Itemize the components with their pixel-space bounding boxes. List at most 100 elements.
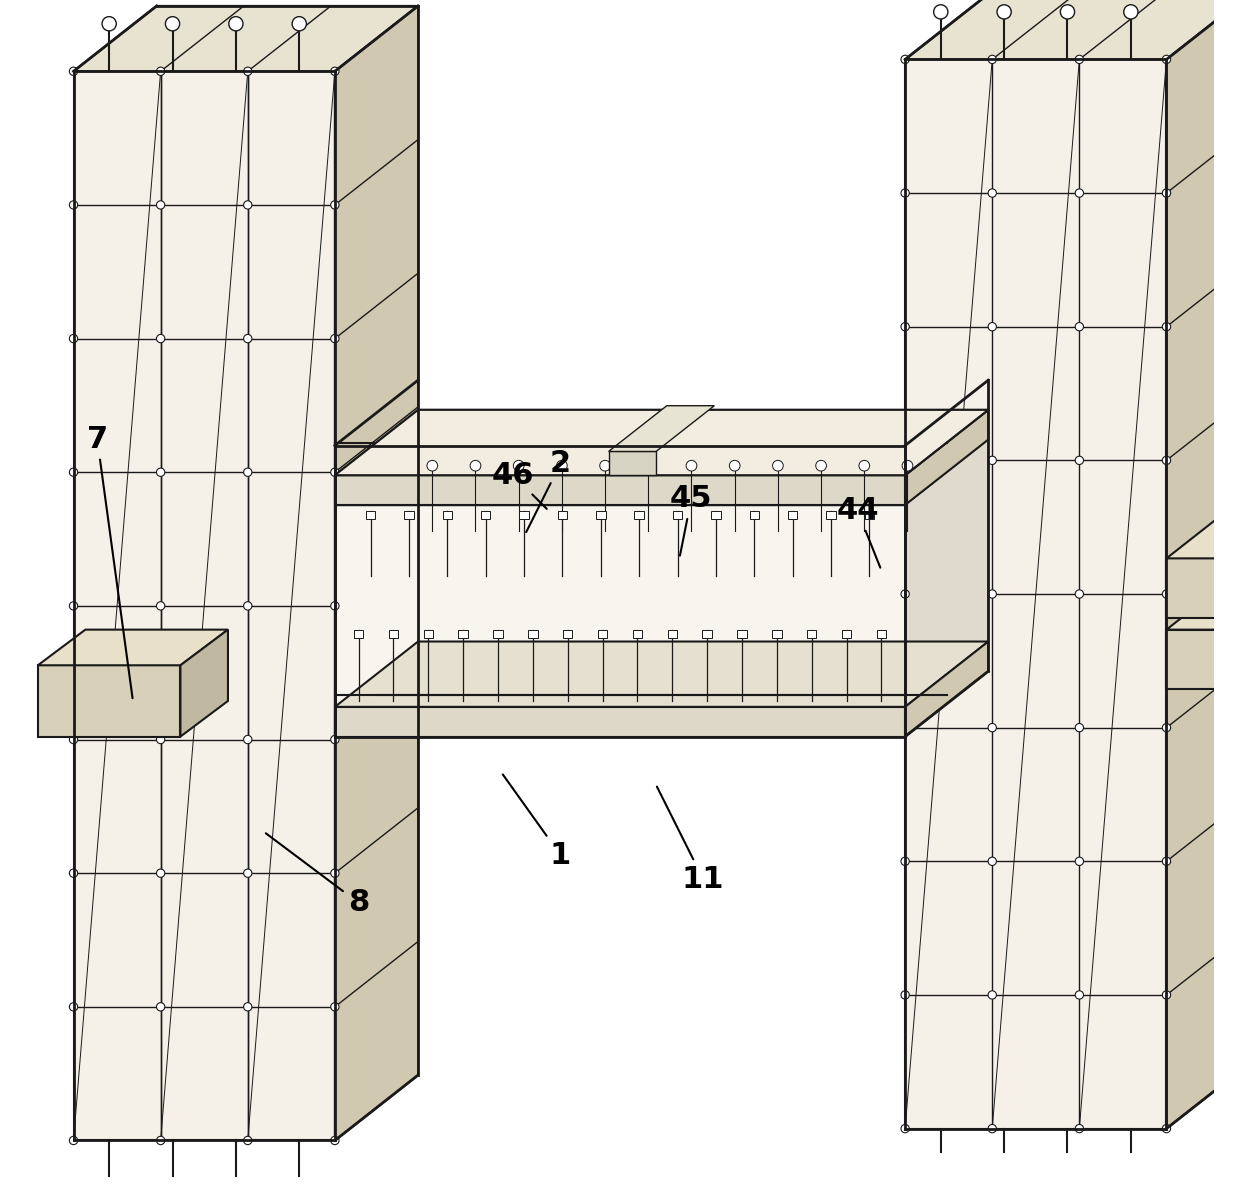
Circle shape bbox=[1162, 858, 1171, 865]
Polygon shape bbox=[366, 511, 376, 519]
Polygon shape bbox=[335, 505, 905, 707]
Polygon shape bbox=[38, 630, 228, 665]
Circle shape bbox=[1075, 858, 1084, 865]
Circle shape bbox=[686, 461, 697, 472]
Circle shape bbox=[1075, 322, 1084, 330]
Circle shape bbox=[988, 858, 997, 865]
Circle shape bbox=[997, 5, 1012, 19]
Polygon shape bbox=[673, 511, 682, 519]
Polygon shape bbox=[335, 6, 418, 1140]
Circle shape bbox=[243, 870, 252, 877]
Polygon shape bbox=[598, 630, 608, 638]
Polygon shape bbox=[443, 511, 453, 519]
Polygon shape bbox=[842, 630, 852, 638]
Polygon shape bbox=[877, 630, 887, 638]
Polygon shape bbox=[905, 0, 1240, 59]
Circle shape bbox=[988, 590, 997, 599]
Polygon shape bbox=[558, 511, 567, 519]
Circle shape bbox=[69, 201, 78, 209]
Circle shape bbox=[1075, 590, 1084, 599]
Polygon shape bbox=[520, 511, 528, 519]
Circle shape bbox=[600, 461, 610, 472]
Text: 1: 1 bbox=[502, 775, 572, 870]
Polygon shape bbox=[635, 511, 644, 519]
Polygon shape bbox=[481, 511, 490, 519]
Polygon shape bbox=[738, 630, 746, 638]
Circle shape bbox=[901, 590, 909, 599]
Circle shape bbox=[901, 723, 909, 732]
Polygon shape bbox=[905, 440, 988, 707]
Polygon shape bbox=[459, 630, 467, 638]
Circle shape bbox=[1075, 991, 1084, 999]
Circle shape bbox=[243, 735, 252, 744]
Polygon shape bbox=[494, 630, 502, 638]
Circle shape bbox=[69, 601, 78, 611]
Polygon shape bbox=[335, 642, 988, 707]
Circle shape bbox=[243, 68, 252, 75]
Circle shape bbox=[331, 68, 339, 75]
Circle shape bbox=[470, 461, 481, 472]
Text: 46: 46 bbox=[492, 461, 547, 508]
Polygon shape bbox=[864, 511, 874, 519]
Circle shape bbox=[1162, 723, 1171, 732]
Circle shape bbox=[243, 468, 252, 476]
Circle shape bbox=[816, 461, 826, 472]
Circle shape bbox=[1075, 1124, 1084, 1133]
Circle shape bbox=[331, 201, 339, 209]
Polygon shape bbox=[1167, 558, 1240, 618]
Circle shape bbox=[901, 1124, 909, 1133]
Circle shape bbox=[1075, 189, 1084, 197]
Circle shape bbox=[156, 870, 165, 877]
Circle shape bbox=[69, 68, 78, 75]
Circle shape bbox=[903, 461, 913, 472]
Polygon shape bbox=[609, 451, 656, 475]
Circle shape bbox=[1162, 1124, 1171, 1133]
Polygon shape bbox=[787, 511, 797, 519]
Text: 8: 8 bbox=[265, 833, 370, 917]
Circle shape bbox=[773, 461, 784, 472]
Polygon shape bbox=[807, 630, 816, 638]
Circle shape bbox=[69, 1003, 78, 1011]
Circle shape bbox=[934, 5, 947, 19]
Circle shape bbox=[1162, 456, 1171, 465]
Circle shape bbox=[988, 723, 997, 732]
Polygon shape bbox=[1167, 0, 1240, 1129]
Circle shape bbox=[243, 201, 252, 209]
Text: 44: 44 bbox=[836, 497, 880, 568]
Circle shape bbox=[228, 17, 243, 31]
Polygon shape bbox=[353, 630, 363, 638]
Polygon shape bbox=[388, 630, 398, 638]
Circle shape bbox=[331, 1136, 339, 1145]
Circle shape bbox=[988, 991, 997, 999]
Circle shape bbox=[901, 55, 909, 63]
Polygon shape bbox=[1167, 493, 1240, 558]
Circle shape bbox=[331, 735, 339, 744]
Polygon shape bbox=[826, 511, 836, 519]
Polygon shape bbox=[596, 511, 605, 519]
Circle shape bbox=[1162, 991, 1171, 999]
Polygon shape bbox=[335, 410, 988, 475]
Circle shape bbox=[427, 461, 438, 472]
Polygon shape bbox=[404, 511, 414, 519]
Circle shape bbox=[69, 335, 78, 342]
Circle shape bbox=[729, 461, 740, 472]
Circle shape bbox=[988, 55, 997, 63]
Polygon shape bbox=[773, 630, 781, 638]
Polygon shape bbox=[750, 511, 759, 519]
Circle shape bbox=[156, 1003, 165, 1011]
Circle shape bbox=[557, 461, 567, 472]
Text: 2: 2 bbox=[526, 449, 572, 532]
Circle shape bbox=[156, 468, 165, 476]
Polygon shape bbox=[335, 707, 905, 737]
Circle shape bbox=[69, 468, 78, 476]
Circle shape bbox=[901, 322, 909, 330]
Polygon shape bbox=[38, 665, 181, 737]
Circle shape bbox=[644, 461, 653, 472]
Circle shape bbox=[243, 1136, 252, 1145]
Circle shape bbox=[988, 456, 997, 465]
Text: 7: 7 bbox=[87, 425, 133, 699]
Circle shape bbox=[1075, 55, 1084, 63]
Circle shape bbox=[165, 17, 180, 31]
Circle shape bbox=[901, 858, 909, 865]
Polygon shape bbox=[335, 410, 988, 475]
